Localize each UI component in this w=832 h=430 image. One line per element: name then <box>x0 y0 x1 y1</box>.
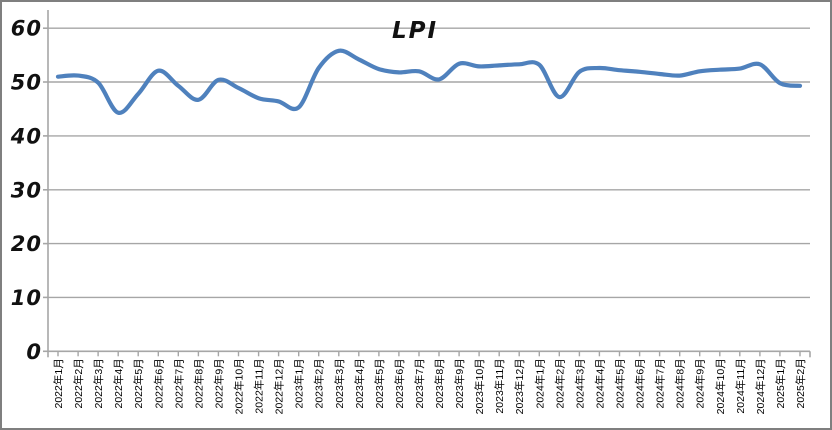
x-axis-tick-label: 2022年12月 <box>273 358 286 414</box>
x-axis-tick-label: 2024年2月 <box>553 358 566 408</box>
x-axis-tick-label: 2023年8月 <box>433 358 446 408</box>
x-axis-tick-label: 2022年2月 <box>72 358 85 408</box>
y-axis-tick-label: 60 <box>11 17 42 41</box>
x-axis-tick-label: 2024年11月 <box>734 358 747 413</box>
x-axis-tick-label: 2025年1月 <box>774 358 787 408</box>
x-axis-tick-label: 2022年11月 <box>253 358 266 413</box>
x-axis-tick-label: 2024年3月 <box>573 358 586 408</box>
x-axis-tick-label: 2023年3月 <box>333 358 346 408</box>
y-axis-tick-label: 30 <box>11 178 42 202</box>
x-axis-tick-label: 2024年6月 <box>634 358 647 408</box>
x-axis-tick-label: 2024年7月 <box>654 358 667 408</box>
x-axis-tick-label: 2023年2月 <box>313 358 326 408</box>
x-axis-tick-label: 2023年6月 <box>393 358 406 408</box>
y-axis-tick-label: 40 <box>10 124 42 148</box>
x-axis-tick-label: 2023年12月 <box>513 358 526 414</box>
x-axis-tick-label: 2024年10月 <box>714 358 727 414</box>
x-axis-tick-label: 2023年5月 <box>373 358 386 408</box>
x-axis-tick-label: 2022年3月 <box>92 358 105 408</box>
x-axis-tick-label: 2022年10月 <box>233 358 246 414</box>
x-axis-tick-label: 2023年4月 <box>353 358 366 408</box>
x-axis-tick-label: 2023年7月 <box>413 358 426 408</box>
x-axis-tick-label: 2024年12月 <box>754 358 767 414</box>
y-axis-tick-label: 20 <box>11 232 42 256</box>
chart-title: LPI <box>391 18 439 44</box>
x-axis-tick-label: 2022年6月 <box>152 358 165 408</box>
x-axis-tick-label: 2022年7月 <box>172 358 185 408</box>
x-axis-tick-label: 2023年1月 <box>293 358 306 408</box>
x-axis-tick-label: 2022年9月 <box>212 358 225 408</box>
x-axis-tick-label: 2023年11月 <box>493 358 506 413</box>
x-axis-tick-label: 2024年1月 <box>533 358 546 408</box>
x-axis-tick-label: 2022年1月 <box>52 358 65 408</box>
x-axis-tick-label: 2022年5月 <box>132 358 145 408</box>
y-axis-tick-label: 50 <box>11 71 42 95</box>
y-axis-tick-label: 10 <box>11 286 42 310</box>
x-axis-tick-label: 2022年8月 <box>192 358 205 408</box>
x-axis-tick-label: 2022年4月 <box>112 358 125 408</box>
y-axis-tick-label: 0 <box>26 340 42 364</box>
x-axis-tick-label: 2024年9月 <box>694 358 707 408</box>
x-axis-tick-label: 2025年2月 <box>794 358 807 408</box>
x-axis-tick-label: 2024年8月 <box>674 358 687 408</box>
x-axis-tick-label: 2023年10月 <box>473 358 486 414</box>
lpi-series-line <box>55 48 803 115</box>
x-axis-tick-label: 2024年5月 <box>614 358 627 408</box>
x-axis-tick-label: 2024年4月 <box>593 358 606 408</box>
x-axis-tick-label: 2023年9月 <box>453 358 466 408</box>
